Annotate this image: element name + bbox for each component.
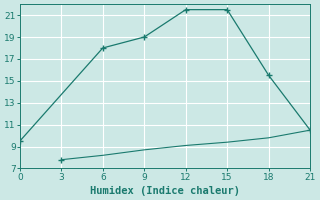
X-axis label: Humidex (Indice chaleur): Humidex (Indice chaleur) [90, 186, 240, 196]
